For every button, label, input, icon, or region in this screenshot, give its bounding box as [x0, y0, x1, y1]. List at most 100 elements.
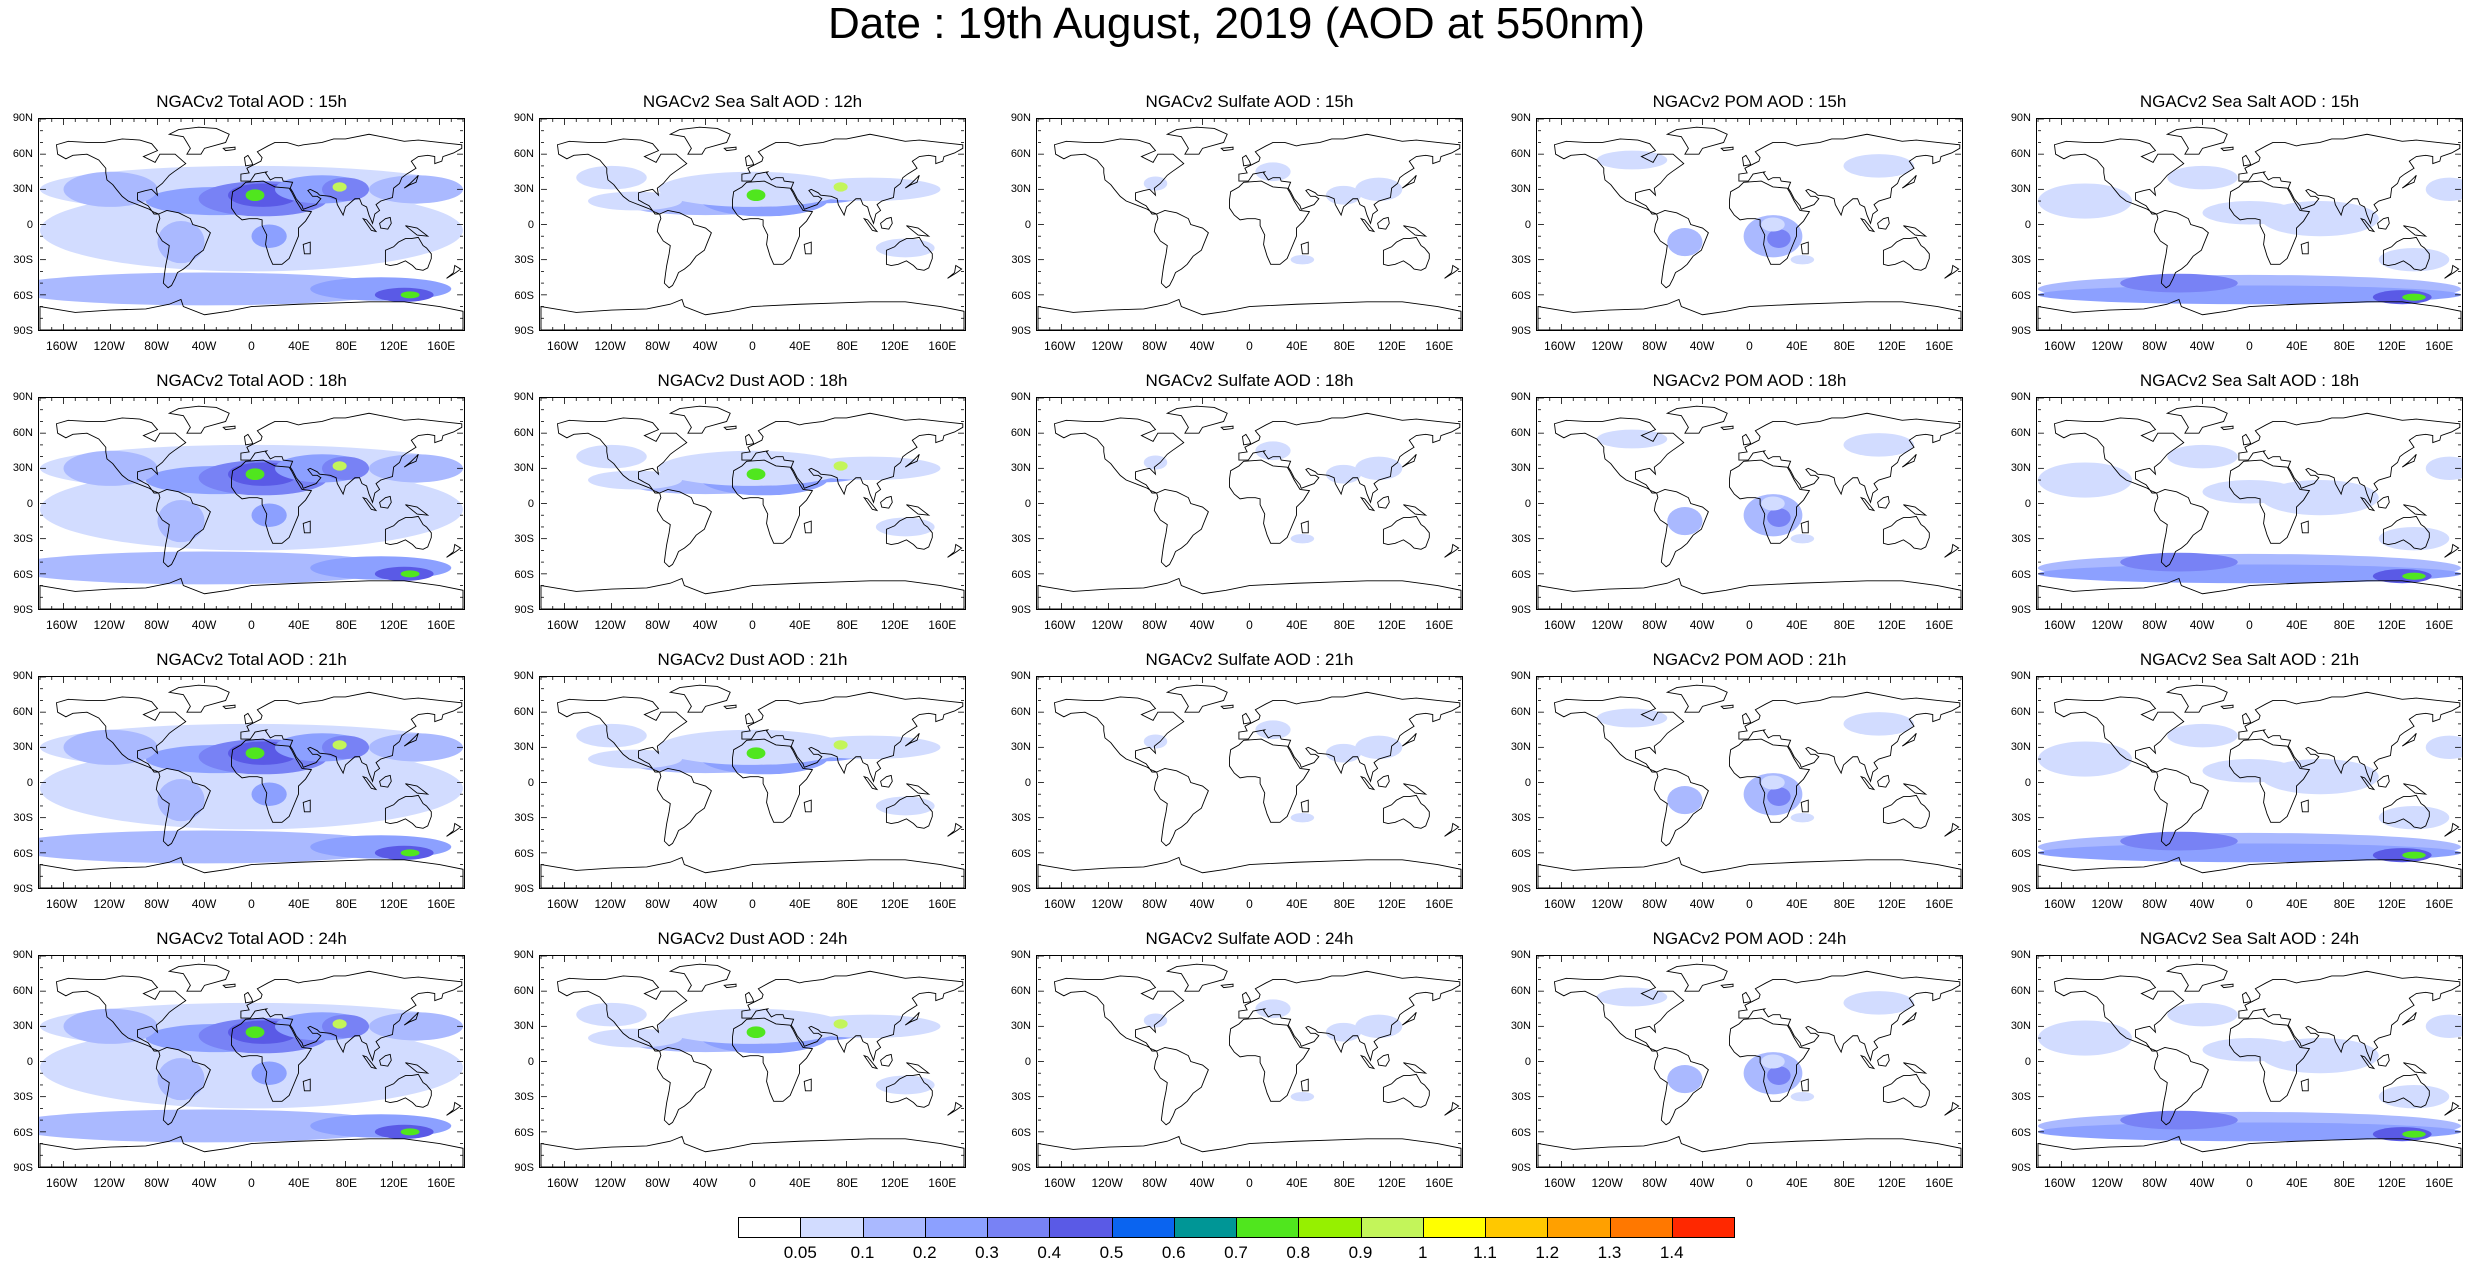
colorbar-swatch: [738, 1217, 802, 1238]
map-panel: NGACv2 Sea Salt AOD : 24h 90N 60N 30N 0 30S 60…: [2011, 929, 2463, 1189]
lon-tick-label: 40E: [789, 897, 811, 911]
lat-tick-label: 30N: [1510, 1020, 1531, 1032]
coast-southAmerica: [656, 1046, 712, 1126]
map-panel: NGACv2 Total AOD : 18h 90N 60N 30N 0 30S 60S 90…: [13, 371, 465, 631]
aod-blob: [332, 740, 347, 750]
lat-tick-label: 30N: [12, 741, 33, 753]
lon-tick-label: 40W: [1689, 339, 1715, 353]
aod-blob: [157, 220, 205, 264]
map-canvas: [1037, 119, 1462, 330]
aod-blob: [1325, 464, 1362, 484]
lat-tick-label: 30S: [2011, 812, 2031, 824]
coast-antarctica: [1537, 298, 1962, 330]
lat-tick-label: 90N: [12, 112, 33, 124]
coast-iceland: [1720, 146, 1734, 152]
colorbar-label: 1: [1418, 1243, 1428, 1262]
coast-newZealand: [1944, 543, 1960, 558]
lon-tick-label: 160E: [1925, 897, 1954, 911]
lat-tick-label: 90N: [2010, 391, 2031, 403]
coast-iceland: [222, 704, 236, 710]
coastlines: [1537, 126, 1962, 330]
world-map: [2036, 118, 2463, 331]
lon-tick-label: 40W: [1689, 1176, 1715, 1190]
coastlines: [1537, 405, 1962, 609]
coast-southAmerica: [155, 767, 211, 847]
coast-greenland: [2165, 684, 2228, 713]
coast-newZealand: [2444, 1101, 2460, 1116]
aod-blob: [251, 1061, 287, 1085]
colorbar-swatch: [1298, 1217, 1362, 1238]
coast-borneo: [2377, 495, 2390, 509]
coast-greenland: [668, 963, 731, 992]
lon-tick-label: 40W: [2189, 618, 2215, 632]
coast-sumatra: [1859, 496, 1876, 512]
aod-blob: [1843, 433, 1914, 457]
lon-tick-label: 40E: [789, 618, 811, 632]
coast-madagascar: [2300, 520, 2309, 534]
axis-ticks: [39, 398, 464, 609]
coast-antarctica: [540, 1135, 965, 1167]
coast-madagascar: [803, 1078, 812, 1092]
coast-newZealand: [947, 264, 963, 279]
aod-blob: [245, 468, 265, 481]
coast-antarctica: [540, 577, 965, 609]
lat-tick-label: 30S: [2011, 533, 2031, 545]
coast-iceland: [1220, 146, 1234, 152]
coast-africa: [1229, 738, 1311, 823]
lat-tick-label: 90S: [13, 1162, 33, 1174]
axis-ticks: [39, 677, 464, 888]
coast-uk: [1741, 433, 1752, 446]
aod-field-pom: [1596, 708, 1914, 823]
coast-uk: [243, 154, 254, 167]
lon-tick-label: 40W: [1689, 897, 1715, 911]
map-panel: NGACv2 POM AOD : 15h 90N 60N 30N 0 30S 60S 90S 1…: [1511, 92, 1963, 352]
lon-tick-label: 120E: [880, 618, 909, 632]
lon-tick-label: 160W: [1044, 618, 1076, 632]
colorbar-label: 0.4: [1037, 1243, 1062, 1262]
coast-africa: [2229, 1017, 2311, 1102]
map-panel: NGACv2 Sulfate AOD : 24h 90N 60N 30N 0 30S 60S…: [1011, 929, 1463, 1189]
coast-antarctica: [1037, 1135, 1462, 1167]
lat-tick-label: 30S: [1511, 254, 1531, 266]
map-canvas: [540, 956, 965, 1167]
lat-tick-label: 30N: [513, 462, 534, 474]
lon-tick-label: 40E: [288, 1176, 310, 1190]
coast-uk: [1241, 991, 1252, 1004]
lon-tick-label: 40E: [2286, 339, 2308, 353]
lat-tick-label: 60S: [514, 289, 534, 302]
coastlines: [2037, 684, 2462, 888]
coast-newZealand: [446, 543, 462, 558]
coast-borneo: [1377, 495, 1390, 509]
coast-australia: [1382, 236, 1430, 271]
map-canvas: [2037, 956, 2462, 1167]
lat-tick-label: 0: [2024, 1055, 2031, 1068]
aod-blob: [63, 171, 158, 207]
aod-blob: [2402, 572, 2426, 580]
coast-greenland: [1165, 684, 1228, 713]
lat-tick-label: 90N: [1010, 112, 1031, 124]
aod-field-dust: [576, 1002, 941, 1095]
coast-australia: [2382, 236, 2430, 271]
lat-tick-label: 30S: [1011, 812, 1031, 824]
aod-blob: [1325, 1022, 1362, 1042]
map-canvas: [1037, 398, 1462, 609]
lat-tick-label: 30S: [13, 533, 33, 545]
lon-tick-label: 80W: [144, 618, 169, 632]
coast-uk: [243, 433, 254, 446]
lon-tick-label: 80E: [2333, 897, 2356, 911]
coast-borneo: [880, 216, 893, 230]
aod-blob: [39, 1109, 405, 1143]
lat-tick-label: 90S: [514, 325, 534, 337]
aod-blob: [1143, 176, 1168, 191]
lat-tick-label: 90N: [2010, 670, 2031, 682]
coastlines: [2037, 963, 2462, 1167]
aod-blob: [833, 461, 848, 471]
coast-eurasia: [240, 970, 463, 1062]
coast-iceland: [222, 425, 236, 431]
aod-blob: [1843, 991, 1914, 1015]
lon-tick-label: 160E: [1925, 1176, 1954, 1190]
aod-blob: [588, 470, 683, 490]
lat-tick-label: 60S: [1511, 289, 1531, 302]
coastlines: [1037, 963, 1462, 1167]
aod-blob: [368, 175, 463, 204]
